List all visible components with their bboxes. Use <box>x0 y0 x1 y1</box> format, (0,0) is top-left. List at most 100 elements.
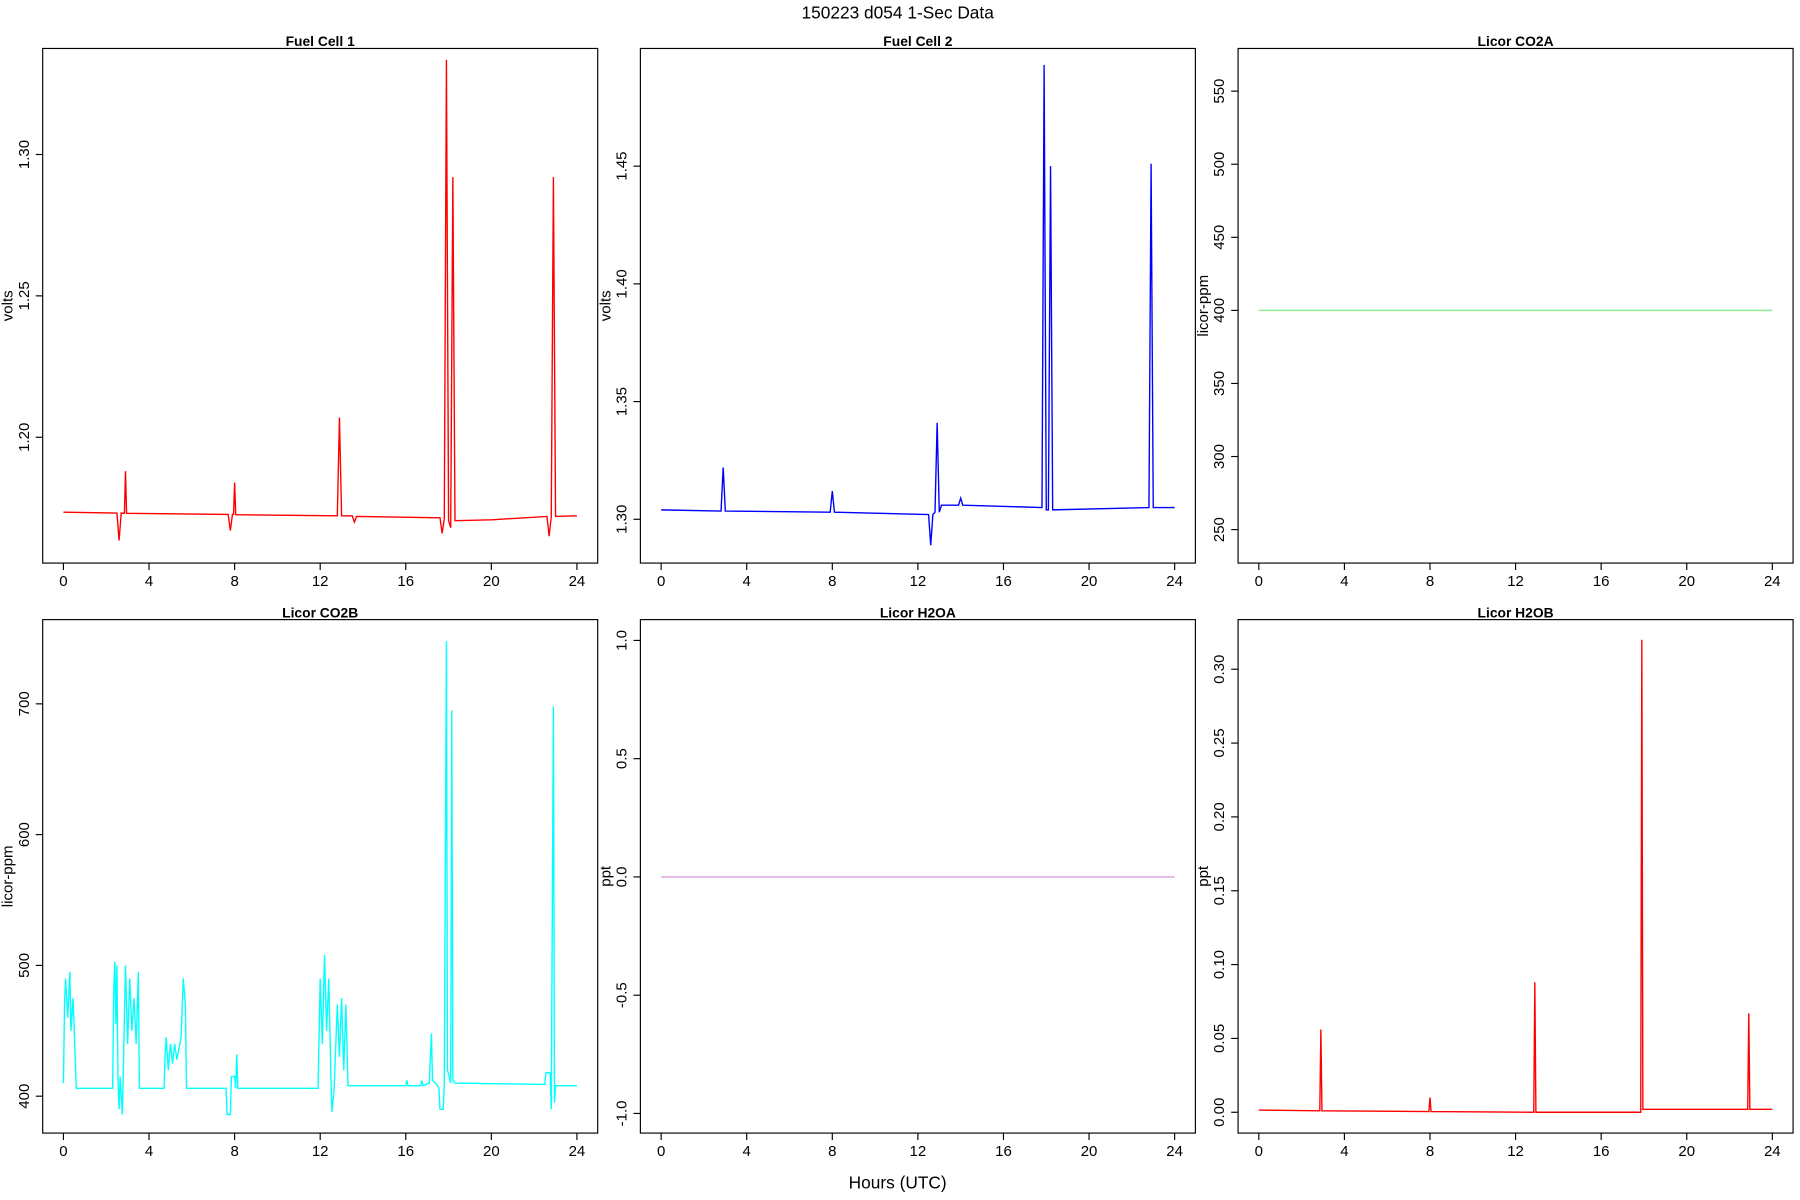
panel-title: Licor CO2A <box>1478 33 1554 49</box>
plot-frame <box>639 47 1196 564</box>
y-tick-label: 400 <box>1211 298 1228 323</box>
x-tick-label: 0 <box>59 573 67 590</box>
x-tick-label: 0 <box>657 573 665 590</box>
y-tick-label: 1.35 <box>614 387 631 416</box>
x-tick-label: 16 <box>995 1143 1012 1160</box>
y-tick-label: 1.0 <box>614 630 631 651</box>
x-tick-label: 24 <box>1166 573 1183 590</box>
x-tick-label: 16 <box>397 573 414 590</box>
plot-frame <box>42 619 599 1134</box>
panel: Fuel Cell 2 volts 0 4 8 12 16 20 24 1.30 1.35 1.40 1… <box>597 33 1196 590</box>
y-axis-label: licor-ppm <box>0 846 17 908</box>
x-tick-label: 24 <box>1764 1143 1781 1160</box>
y-axis-label: ppt <box>597 865 614 887</box>
x-tick-label: 0 <box>1255 1143 1263 1160</box>
x-tick-label: 8 <box>828 573 836 590</box>
panel: Fuel Cell 1 volts 0 4 8 12 16 20 24 1.20 1.25 1.30 <box>0 33 599 590</box>
x-tick-label: 16 <box>1593 573 1610 590</box>
data-line <box>63 59 577 541</box>
y-tick-label: -0.5 <box>614 982 631 1008</box>
y-tick-label: 550 <box>1211 79 1228 104</box>
x-tick-label: 4 <box>145 1143 153 1160</box>
x-tick-label: 12 <box>312 1143 329 1160</box>
y-tick-label: 0.05 <box>1211 1024 1228 1053</box>
x-tick-label: 12 <box>910 573 927 590</box>
y-tick-label: 1.25 <box>16 281 33 310</box>
data-line <box>661 64 1175 546</box>
x-tick-label: 4 <box>145 573 153 590</box>
y-tick-label: 0.30 <box>1211 655 1228 684</box>
y-tick-label: 400 <box>16 1084 33 1109</box>
panel: Licor CO2A licor-ppm 0 4 8 12 16 20 24 250 300 350 4… <box>1195 33 1794 590</box>
panel: Licor H2OB ppt 0 4 8 12 16 20 24 0.00 0.05 0.10 0.15… <box>1195 604 1794 1160</box>
x-tick-label: 8 <box>1426 573 1434 590</box>
x-tick-label: 4 <box>1340 573 1348 590</box>
plot-frame <box>1237 47 1794 564</box>
y-tick-label: 1.45 <box>614 152 631 181</box>
y-tick-label: 600 <box>16 822 33 847</box>
y-tick-label: 0.25 <box>1211 728 1228 757</box>
y-tick-label: 0.10 <box>1211 950 1228 979</box>
y-tick-label: 0.00 <box>1211 1098 1228 1127</box>
y-tick-label: 0.0 <box>614 867 631 888</box>
panel-title: Fuel Cell 2 <box>883 33 952 49</box>
x-tick-label: 20 <box>1678 1143 1695 1160</box>
y-tick-label: 350 <box>1211 371 1228 396</box>
x-tick-label: 4 <box>743 1143 751 1160</box>
x-tick-label: 12 <box>1507 573 1524 590</box>
figure-title: 150223 d054 1-Sec Data <box>802 2 995 22</box>
x-tick-label: 20 <box>1081 1143 1098 1160</box>
x-tick-label: 12 <box>910 1143 927 1160</box>
y-tick-label: 250 <box>1211 517 1228 542</box>
x-tick-label: 20 <box>483 573 500 590</box>
x-tick-label: 16 <box>397 1143 414 1160</box>
x-tick-label: 20 <box>483 1143 500 1160</box>
panel: Licor CO2B licor-ppm 0 4 8 12 16 20 24 400 500 600 7… <box>0 604 599 1160</box>
x-tick-label: 24 <box>1166 1143 1183 1160</box>
x-tick-label: 12 <box>312 573 329 590</box>
y-axis-label: ppt <box>1195 865 1212 887</box>
x-axis-label: Hours (UTC) <box>849 1172 947 1192</box>
y-tick-label: 1.30 <box>16 140 33 169</box>
y-tick-label: 0.20 <box>1211 802 1228 831</box>
x-tick-label: 16 <box>1593 1143 1610 1160</box>
y-axis-label: volts <box>597 290 614 321</box>
y-axis-label: volts <box>0 290 17 321</box>
x-tick-label: 16 <box>995 573 1012 590</box>
y-axis-label: licor-ppm <box>1195 275 1212 337</box>
panel: Licor H2OA ppt 0 4 8 12 16 20 24 -1.0 -0.5 0.0 0.5 1.… <box>597 604 1196 1160</box>
x-tick-label: 8 <box>828 1143 836 1160</box>
x-tick-label: 12 <box>1507 1143 1524 1160</box>
x-tick-label: 0 <box>59 1143 67 1160</box>
y-tick-label: 500 <box>1211 152 1228 177</box>
data-line <box>1258 639 1773 1113</box>
y-tick-label: 300 <box>1211 444 1228 469</box>
y-tick-label: 500 <box>16 953 33 978</box>
y-tick-label: 0.5 <box>614 748 631 769</box>
panel-title: Fuel Cell 1 <box>286 33 355 49</box>
panel-title: Licor H2OB <box>1478 604 1554 620</box>
x-tick-label: 0 <box>1255 573 1263 590</box>
x-tick-label: 24 <box>569 573 586 590</box>
y-tick-label: 1.20 <box>16 423 33 452</box>
x-tick-label: 20 <box>1081 573 1098 590</box>
y-tick-label: 1.40 <box>614 269 631 298</box>
panel-title: Licor CO2B <box>282 604 358 620</box>
x-tick-label: 8 <box>230 1143 238 1160</box>
x-tick-label: 8 <box>1426 1143 1434 1160</box>
x-tick-label: 24 <box>569 1143 586 1160</box>
data-line <box>62 641 577 1116</box>
plot-frame <box>42 47 599 564</box>
x-tick-label: 24 <box>1764 573 1781 590</box>
y-tick-label: 0.15 <box>1211 876 1228 905</box>
y-tick-label: -1.0 <box>614 1101 631 1127</box>
panel-title: Licor H2OA <box>880 604 956 620</box>
x-tick-label: 8 <box>230 573 238 590</box>
y-tick-label: 450 <box>1211 225 1228 250</box>
y-tick-label: 1.30 <box>614 505 631 534</box>
x-tick-label: 4 <box>743 573 751 590</box>
x-tick-label: 4 <box>1340 1143 1348 1160</box>
y-tick-label: 700 <box>16 691 33 716</box>
x-tick-label: 20 <box>1678 573 1695 590</box>
